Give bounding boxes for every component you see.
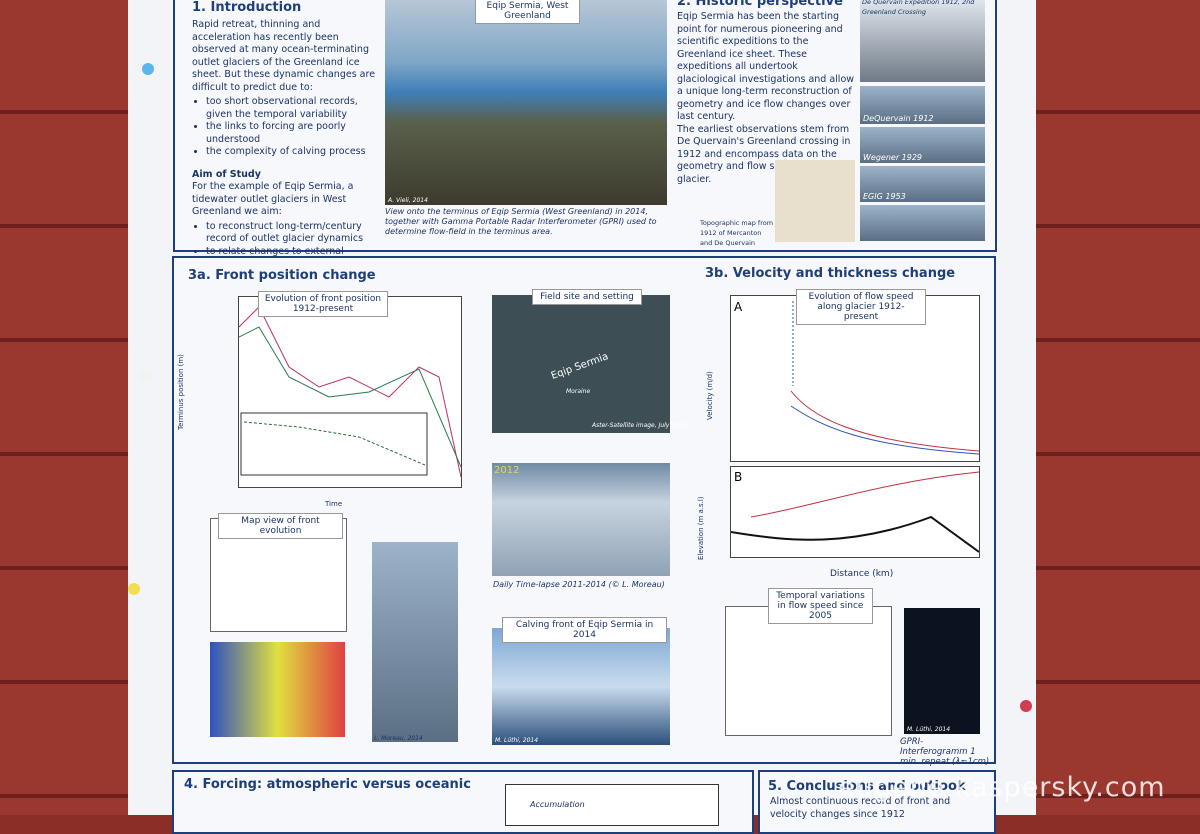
- chart-sketch: [238, 306, 462, 478]
- map-label: Moraine: [566, 388, 591, 395]
- chart-image: [730, 466, 980, 558]
- photo: [860, 127, 985, 163]
- axis-label: Distance (km): [830, 569, 894, 579]
- credit: M. Lüthi, 2014: [907, 726, 951, 733]
- photo: [860, 166, 985, 202]
- curve: [238, 326, 462, 468]
- bullet: the complexity of calving process: [206, 146, 377, 159]
- bullet: too short observational records, given t…: [206, 96, 377, 121]
- pin: [140, 370, 152, 382]
- photo-strip: [372, 542, 458, 742]
- axis-label: Elevation (m a.s.l): [697, 496, 705, 560]
- photo-label: De Quervain Expedition 1912, 2nd Greenla…: [862, 0, 975, 16]
- timelapse-image: [492, 463, 670, 576]
- historic: 2. Historic perspective Eqip Sermia has …: [677, 0, 857, 186]
- subtitle: Aim of Study: [192, 168, 261, 180]
- paragraph: Eqip Sermia has been the starting point …: [677, 11, 855, 122]
- photo-label: 2012: [494, 465, 520, 476]
- section-title: 5. Conclusions and outlook: [768, 779, 966, 794]
- paragraph: For the example of Eqip Sermia, a tidewa…: [192, 181, 354, 217]
- photo-label: Wegener 1929: [863, 153, 923, 162]
- axis-label: Velocity (m/d): [706, 371, 714, 420]
- pin: [1020, 700, 1032, 712]
- chart-label: Calving front of Eqip Sermia in 2014: [502, 617, 667, 643]
- map-label: Aster-Satellite image, July 2012: [592, 422, 687, 429]
- calving-image: [492, 628, 670, 745]
- satellite-image: [492, 295, 670, 433]
- interferogram: [904, 608, 980, 734]
- inset: [240, 412, 428, 476]
- caption: Daily Time-lapse 2011-2014 (© L. Moreau): [493, 580, 665, 589]
- curve: [790, 390, 980, 452]
- photo-label: Eqip Sermia, West Greenland: [475, 0, 580, 24]
- bullet: to reconstruct long-term/century record …: [206, 221, 377, 246]
- curve: [730, 515, 980, 553]
- paragraph: Rapid retreat, thinning and acceleration…: [192, 19, 376, 93]
- photo-label: DeQuervain 1912: [863, 114, 934, 123]
- photo: [860, 0, 985, 82]
- section-title: 3a. Front position change: [188, 268, 376, 283]
- curve: [238, 306, 462, 478]
- photo: [860, 86, 985, 124]
- intro: 1. Introduction Rapid retreat, thinning …: [192, 0, 377, 271]
- old-map: [775, 160, 855, 242]
- chart-image: [238, 296, 462, 488]
- credit: M. Lüthi, 2014: [495, 737, 539, 744]
- bullet: Almost continuous record of front and ve…: [770, 796, 951, 820]
- section-title: 4. Forcing: atmospheric versus oceanic: [184, 777, 471, 792]
- chart-sketch: [730, 471, 980, 553]
- caption: Topographic map from 1912 of Mercanton a…: [700, 219, 774, 247]
- chart-sketch: [790, 301, 980, 455]
- caption: GPRI-Interferogramm 1 min. repeat (λ≈1cm…: [900, 737, 990, 767]
- bullet: the links to forcing are poorly understo…: [206, 121, 377, 146]
- curve: [750, 471, 980, 518]
- panel-label: B: [734, 470, 743, 484]
- section-title: 2. Historic perspective: [677, 0, 843, 9]
- page: 1. Introduction Rapid retreat, thinning …: [0, 0, 1200, 815]
- caption: View onto the terminus of Eqip Sermia (W…: [385, 207, 657, 236]
- chart-label: Temporal variations in flow speed since …: [768, 588, 873, 624]
- photo: [860, 205, 985, 241]
- chart-label: Map view of front evolution: [218, 513, 343, 539]
- pin: [128, 583, 140, 595]
- section-title: 1. Introduction: [192, 0, 302, 15]
- axis-label: Terminus position (m): [177, 354, 185, 430]
- photo-label: EGIG 1953: [863, 192, 906, 201]
- diagram-label: Accumulation: [530, 800, 585, 809]
- credit: A. Vieli, 2014: [388, 197, 428, 204]
- paragraph: The earliest observations stem from De Q…: [677, 123, 851, 185]
- chart-label: Evolution of front position 1912-present: [258, 291, 388, 317]
- photo: [385, 0, 667, 205]
- pin: [142, 63, 154, 75]
- chart-label: Field site and setting: [532, 289, 642, 305]
- curve: [243, 421, 426, 466]
- watermark: eugene.kaspersky.com: [838, 772, 1166, 803]
- curve: [790, 405, 980, 455]
- chart-label: Evolution of flow speed along glacier 19…: [796, 289, 926, 325]
- section-title: 3b. Velocity and thickness change: [705, 266, 956, 281]
- chart-image: [725, 606, 892, 736]
- credit: L. Moreau, 2014: [374, 735, 423, 742]
- map-image: [210, 642, 345, 737]
- axis-label: Time: [325, 500, 343, 508]
- panel-label: A: [734, 300, 743, 314]
